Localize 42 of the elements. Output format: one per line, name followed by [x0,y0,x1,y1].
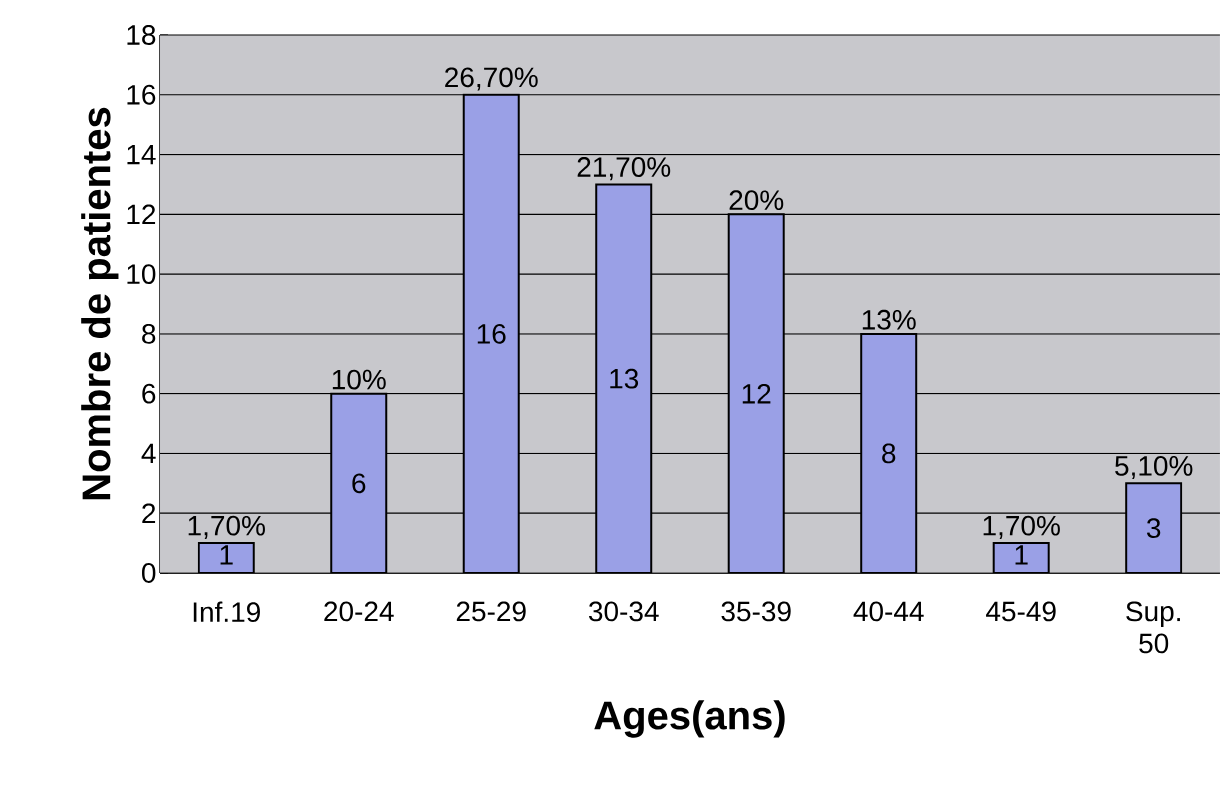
y-tick-label: 10 [127,264,156,285]
y-tick-label: 18 [127,25,156,45]
x-tick-label: Inf.19 [193,601,260,623]
data-label: 6 [352,473,366,494]
bar [727,213,785,573]
data-label: 12 [742,383,771,404]
y-tick-label: 6 [142,383,156,404]
x-tick-label: Sup. 50 [1126,601,1180,654]
bar [860,332,918,573]
x-tick-label: 30-34 [588,601,659,622]
annotation: 1,70% [188,515,265,539]
data-label: 16 [477,323,506,344]
annotation: 21,70% [577,157,671,181]
annotation: 1,70% [983,515,1060,539]
data-label: 3 [1146,518,1161,539]
bar [462,93,520,573]
y-tick-label: 16 [127,84,156,105]
data-label: 1 [1015,545,1028,565]
x-tick-label: 20-24 [324,601,394,622]
x-axis-title: Ages(ans) [594,700,785,738]
y-tick-label: 4 [141,443,156,464]
annotation: 5,10% [1115,456,1193,480]
data-label: 1 [220,545,233,565]
data-label: 8 [882,443,896,464]
bar [330,392,388,573]
x-tick-label: 35-39 [721,601,791,622]
data-label: 13 [610,368,639,389]
y-tick-label: 8 [142,323,156,344]
x-tick-label: 40-44 [853,601,924,622]
y-tick-label: 0 [142,563,156,583]
y-tick-label: 14 [127,144,156,165]
bar [1125,482,1183,573]
annotation: 26,70% [445,67,538,91]
bar [595,183,653,573]
y-tick-label: 12 [127,204,156,225]
y-tick-label: 2 [142,503,156,523]
x-tick-label: 25-29 [456,601,526,622]
annotation: 20% [729,190,784,211]
y-axis-title: Nombre de patientes [81,107,119,500]
annotation: 10% [332,369,386,390]
annotation: 13% [862,309,916,330]
x-tick-label: 45-49 [986,601,1056,622]
